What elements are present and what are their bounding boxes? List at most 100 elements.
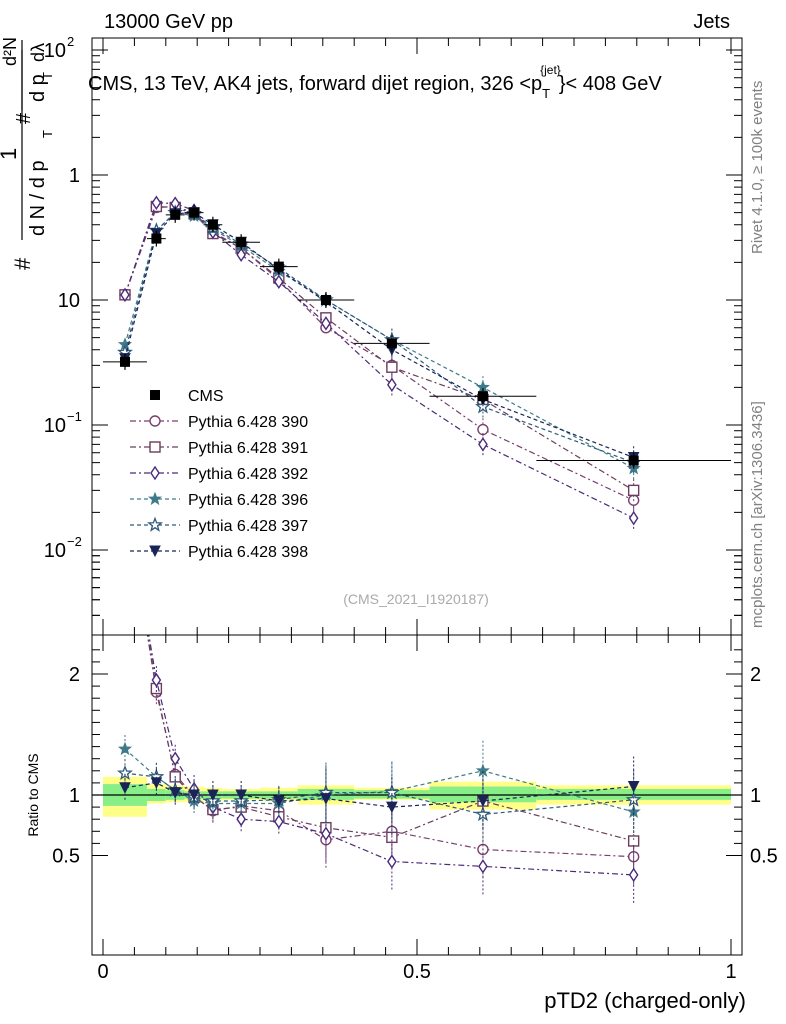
- series-point: [627, 484, 640, 497]
- legend: CMS Pythia 6.428 390 Pythia 6.428 391 Pythi…: [130, 388, 308, 561]
- ratio-point: [478, 859, 488, 874]
- ratio-point: [273, 814, 284, 829]
- cms-point: [386, 338, 397, 349]
- x-tick-label: 0.5: [403, 961, 431, 983]
- chart-title-sub: T: [542, 86, 550, 101]
- x-tick-label: 1: [725, 961, 736, 983]
- main-series-group: [103, 195, 731, 530]
- legend-marker: [147, 491, 163, 506]
- cms-point: [628, 455, 639, 466]
- ratio-point: [475, 806, 491, 822]
- ratio-y-tick-label-right: 1: [750, 785, 761, 807]
- legend-marker: [150, 465, 160, 481]
- ratio-point: [273, 795, 285, 808]
- y-tick-label: 10: [58, 290, 80, 312]
- series-point: [120, 287, 130, 303]
- legend-label: Pythia 6.428 391: [188, 440, 308, 457]
- cms-point: [477, 391, 488, 402]
- ratio-point: [235, 789, 247, 802]
- legend-marker: [149, 441, 161, 453]
- ratio-y-tick-label: 0.5: [52, 846, 80, 868]
- main-y-label: # 1 d N / d p T # d p T d²N dλ: [0, 37, 55, 270]
- legend-label: Pythia 6.428 396: [188, 492, 308, 509]
- cms-point: [320, 295, 331, 305]
- ratio-point: [120, 488, 130, 498]
- ratio-y-tick-label-right: 2: [750, 664, 761, 686]
- y-tick-label: 1: [69, 165, 80, 187]
- ylabel-d2n: d²N: [0, 37, 20, 66]
- header-left-label: 13000 GeV pp: [104, 11, 233, 33]
- ratio-point: [387, 854, 397, 869]
- ylabel-dp-sub: T: [40, 72, 55, 80]
- ratio-point: [117, 741, 133, 756]
- analysis-watermark: (CMS_2021_I1920187): [343, 591, 489, 607]
- ratio-point: [151, 672, 162, 688]
- ratio-point: [120, 488, 130, 498]
- series-point: [321, 316, 331, 331]
- ratio-point: [119, 782, 131, 794]
- series-3: [120, 195, 639, 530]
- ratio-series-2: [120, 488, 640, 871]
- ratio-point: [475, 763, 490, 777]
- ratio-point: [321, 826, 331, 841]
- series-point: [628, 510, 639, 526]
- ylabel-dlambda: dλ: [28, 43, 48, 62]
- chart-title: CMS, 13 TeV, AK4 jets, forward dijet reg…: [88, 63, 662, 101]
- ratio-point: [477, 795, 489, 808]
- ratio-series-5: [117, 759, 642, 845]
- legend-label: Pythia 6.428 397: [188, 518, 308, 535]
- chart-title-sup: {jet}: [540, 63, 561, 77]
- y-tick-exponent: −2: [67, 534, 82, 549]
- ratio-y-tick-label: 1: [69, 785, 80, 807]
- cms-point: [207, 219, 218, 230]
- cms-point: [119, 356, 130, 367]
- ratio-point: [627, 781, 640, 793]
- series-point: [151, 195, 162, 210]
- side-label-mcplots: mcplots.cern.ch [arXiv:1306.3436]: [749, 401, 766, 628]
- series-point: [477, 423, 489, 436]
- series-point: [386, 361, 398, 373]
- x-axis-label: pTD2 (charged-only): [544, 988, 746, 1013]
- ratio-series-6: [119, 756, 640, 838]
- ratio-plot: 0 0.5 1 2 2 1 1 0.5 0.5: [52, 488, 778, 983]
- y-tick-exponent: −1: [67, 409, 82, 424]
- cms-point: [151, 233, 162, 244]
- ratio-point: [188, 789, 200, 802]
- ylabel-dn-dp-sub: T: [40, 130, 55, 138]
- ratio-point: [383, 784, 400, 800]
- y-tick-label: 10: [44, 540, 66, 562]
- legend-label: Pythia 6.428 398: [188, 544, 308, 561]
- ylabel-dn-dp: d N / d p: [27, 160, 49, 236]
- series-1: [119, 200, 640, 512]
- ratio-point: [625, 791, 642, 807]
- ratio-series-3: [148, 635, 639, 905]
- y-tick-label: 10: [44, 40, 66, 62]
- ratio-point: [236, 811, 247, 827]
- ratio-y-label: Ratio to CMS: [25, 753, 41, 836]
- cms-data: [103, 204, 731, 469]
- ratio-point: [320, 793, 332, 805]
- legend-label: Pythia 6.428 392: [188, 466, 308, 483]
- cms-point: [189, 207, 200, 218]
- legend-marker: [149, 545, 161, 558]
- cms-point: [170, 209, 181, 220]
- ratio-series-line: [148, 635, 634, 876]
- y-tick-exponent: 2: [67, 34, 74, 49]
- series-point: [236, 247, 247, 263]
- side-label-rivet: Rivet 4.1.0, ≥ 100k events: [749, 81, 766, 254]
- ratio-y-tick-label-right: 0.5: [750, 846, 778, 868]
- ratio-series-1: [120, 488, 640, 887]
- legend-label: Pythia 6.428 390: [188, 414, 308, 431]
- header-right-label: Jets: [693, 11, 730, 33]
- cms-point: [236, 237, 247, 248]
- ratio-point: [627, 835, 640, 847]
- y-tick-label: 10: [44, 415, 66, 437]
- series-point: [387, 377, 397, 392]
- ratio-point: [117, 764, 133, 780]
- ratio-point: [150, 777, 163, 790]
- x-tick-label: 0: [97, 961, 108, 983]
- ratio-series-group: [117, 488, 642, 905]
